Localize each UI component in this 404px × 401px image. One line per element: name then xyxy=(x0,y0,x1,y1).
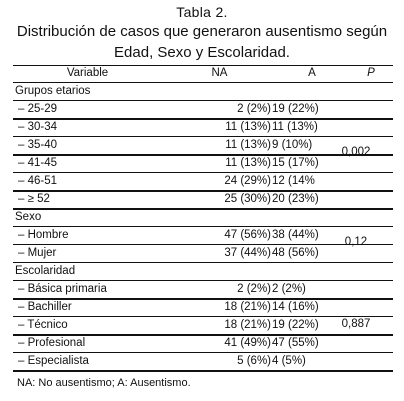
row-label: – Mujer xyxy=(18,247,57,259)
section-rule xyxy=(13,208,393,210)
row-rule xyxy=(13,172,393,173)
header-p: P xyxy=(367,67,375,79)
table-title-line-1: Distribución de casos que generaron ause… xyxy=(16,23,388,40)
table-label: Tabla 2. xyxy=(176,4,228,20)
row-label: – 30-34 xyxy=(18,121,58,133)
table-row: – Profesional 41 (49%) 47 (55%) xyxy=(13,335,393,352)
row-label: – Básica primaria xyxy=(18,283,107,295)
table-title-line-2: Edad, Sexo y Escolaridad. xyxy=(114,44,290,61)
header-bottom-rule xyxy=(13,82,393,83)
row-a: 38 (44%) xyxy=(272,229,319,241)
row-na: 18 (21%) xyxy=(224,319,271,331)
p-value-sex: 0,12 xyxy=(344,236,368,248)
row-na: 25 (30%) xyxy=(224,193,271,205)
row-a: 47 (55%) xyxy=(272,337,319,349)
p-value-age: 0,002 xyxy=(341,146,371,158)
section-rule xyxy=(13,262,393,263)
header-na: NA xyxy=(211,67,228,79)
group-heading-age: Grupos etarios xyxy=(13,83,393,100)
row-na: 24 (29%) xyxy=(224,175,271,187)
table-bottom-rule xyxy=(13,370,393,372)
row-label: – Técnico xyxy=(18,319,68,331)
header-a: A xyxy=(308,67,316,79)
row-na: 37 (44%) xyxy=(224,247,271,259)
row-na: 18 (21%) xyxy=(224,301,271,313)
row-label: – ≥ 52 xyxy=(18,193,50,205)
row-label: – 46-51 xyxy=(18,175,58,187)
row-a: 48 (56%) xyxy=(272,247,319,259)
row-rule xyxy=(13,280,393,281)
row-rule xyxy=(13,316,393,317)
header-variable: Variable xyxy=(66,67,109,79)
table-row: – 25-29 2 (2%) 19 (22%) xyxy=(13,101,393,118)
row-a: 2 (2%) xyxy=(272,283,306,295)
table-row: – Especialista 5 (6%) 4 (5%) xyxy=(13,353,393,370)
table-row: – ≥ 52 25 (30%) 20 (23%) xyxy=(13,191,393,208)
table-row: – 35-40 11 (13%) 9 (10%) xyxy=(13,137,393,154)
row-label: – Especialista xyxy=(18,355,89,367)
row-rule xyxy=(13,136,393,137)
table-row: – 41-45 11 (13%) 15 (17%) xyxy=(13,155,393,172)
table-row: – Hombre 47 (56%) 38 (44%) xyxy=(13,227,393,244)
row-na: 11 (13%) xyxy=(225,121,271,133)
group-heading-education: Escolaridad xyxy=(13,263,393,280)
row-label: – Hombre xyxy=(18,229,69,241)
row-rule xyxy=(13,244,393,245)
row-na: 2 (2%) xyxy=(237,283,271,295)
table-row: – Mujer 37 (44%) 48 (56%) xyxy=(13,245,393,262)
row-rule xyxy=(13,226,393,227)
row-label: – Profesional xyxy=(18,337,86,349)
row-rule xyxy=(13,352,393,353)
table-row: – 30-34 11 (13%) 11 (13%) xyxy=(13,119,393,136)
row-label: – 41-45 xyxy=(18,157,58,169)
group-label: Grupos etarios xyxy=(15,85,91,97)
row-a: 14 (16%) xyxy=(272,301,319,313)
row-a: 4 (5%) xyxy=(272,355,306,367)
row-a: 19 (22%) xyxy=(272,319,319,331)
row-label: – 35-40 xyxy=(18,139,58,151)
row-rule xyxy=(13,118,393,120)
table-footnote: NA: No ausentismo; A: Ausentismo. xyxy=(17,377,191,389)
row-a: 19 (22%) xyxy=(272,103,319,115)
row-na: 41 (49%) xyxy=(224,337,271,349)
row-na: 47 (56%) xyxy=(224,229,271,241)
row-a: 9 (10%) xyxy=(272,139,313,151)
table-row: – Básica primaria 2 (2%) 2 (2%) xyxy=(13,281,393,298)
row-rule xyxy=(13,334,393,336)
row-na: 11 (13%) xyxy=(225,139,271,151)
group-label: Sexo xyxy=(15,211,42,223)
row-a: 12 (14% xyxy=(272,175,315,187)
row-a: 20 (23%) xyxy=(272,193,319,205)
row-rule xyxy=(13,100,393,101)
row-a: 15 (17%) xyxy=(272,157,319,169)
row-rule xyxy=(13,154,393,156)
row-label: – 25-29 xyxy=(18,103,58,115)
row-label: – Bachiller xyxy=(18,301,72,313)
p-value-education: 0,887 xyxy=(341,318,371,330)
group-label: Escolaridad xyxy=(15,265,76,277)
row-rule xyxy=(13,190,393,192)
row-rule xyxy=(13,298,393,300)
group-heading-sex: Sexo xyxy=(13,209,393,226)
table-top-rule xyxy=(13,65,393,66)
row-na: 2 (2%) xyxy=(237,103,271,115)
table-row: – Bachiller 18 (21%) 14 (16%) xyxy=(13,299,393,316)
row-a: 11 (13%) xyxy=(272,121,318,133)
table-row: – 46-51 24 (29%) 12 (14% xyxy=(13,173,393,190)
row-na: 11 (13%) xyxy=(225,157,271,169)
table-header-row: Variable NA A P xyxy=(13,65,393,82)
table-row: – Técnico 18 (21%) 19 (22%) xyxy=(13,317,393,334)
row-na: 5 (6%) xyxy=(237,355,271,367)
